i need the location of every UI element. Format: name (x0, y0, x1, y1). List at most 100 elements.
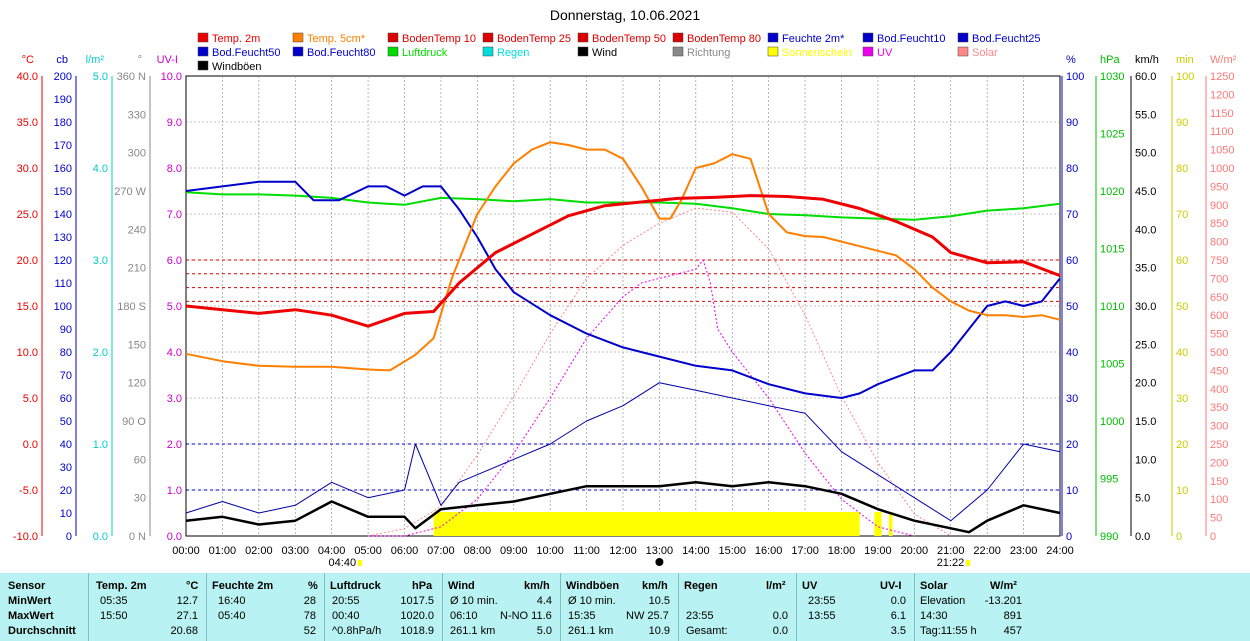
uv-unit: UV-I (157, 54, 178, 66)
uv-tick-label: 8.0 (167, 163, 182, 175)
legend-label: BodenTemp 25 (497, 33, 571, 45)
uv-tick-label: 9.0 (167, 117, 182, 129)
summary-uv: 3.5 (890, 625, 906, 637)
x-tick-label: 17:00 (791, 545, 819, 557)
min-tick-label: 50 (1176, 301, 1188, 313)
uv-tick-label: 7.0 (167, 209, 182, 221)
min-tick-label: 20 (1176, 439, 1188, 451)
legend-label: BodenTemp 10 (402, 33, 476, 45)
min-tick-label: 90 (1176, 117, 1188, 129)
solar-unit: W/m² (1210, 54, 1237, 66)
hpa-tick-label: 1025 (1100, 129, 1124, 141)
summary-uv-time: 13:55 (808, 610, 836, 622)
legend-label: Feuchte 2m* (782, 33, 845, 45)
wind-line (185, 481, 1061, 534)
temp-tick-label: -5.0 (19, 485, 38, 497)
summary-uv: 6.1 (890, 610, 906, 622)
legend-label: Bod.Feucht10 (877, 33, 946, 45)
summary-gust: 10.9 (648, 625, 670, 637)
kmh-tick-label: 45.0 (1135, 186, 1156, 198)
summary-solar-lbl: Elevation (920, 595, 966, 607)
x-tick-label: 06:00 (391, 545, 419, 557)
dir-tick-label: 360 N (117, 71, 146, 83)
temp-tick-label: 35.0 (17, 117, 38, 129)
temp-tick-label: 0.0 (23, 439, 38, 451)
cb-tick-label: 0 (66, 531, 72, 543)
cb-tick-label: 80 (60, 347, 72, 359)
legend-label: Windböen (212, 61, 262, 73)
temp-tick-label: 20.0 (17, 255, 38, 267)
legend-swatch (482, 32, 494, 43)
temp5cm-line (185, 141, 1061, 372)
hdr-press-unit: hPa (412, 580, 433, 592)
sunrise-label: 04:40 (329, 557, 357, 569)
cb-tick-label: 110 (54, 278, 72, 290)
cb-tick-label: 60 (60, 393, 72, 405)
sunshine-bar (888, 512, 893, 536)
solar-line (368, 207, 952, 537)
dir-tick-label: 300 (128, 148, 146, 160)
summary-press: 1018.9 (400, 625, 434, 637)
legend-swatch (577, 32, 589, 43)
summary-wind-dir: N-NO 11.6 (500, 610, 552, 622)
rain-unit: l/m² (86, 54, 105, 66)
pct-tick-label: 50 (1066, 301, 1078, 313)
rain-tick-label: 4.0 (93, 163, 108, 175)
solar-tick-label: 800 (1210, 237, 1228, 249)
x-tick-label: 01:00 (209, 545, 237, 557)
x-tick-label: 19:00 (864, 545, 892, 557)
x-tick-label: 23:00 (1010, 545, 1038, 557)
min-tick-label: 60 (1176, 255, 1188, 267)
x-tick-label: 15:00 (718, 545, 746, 557)
x-axis: 00:00 01:00 02:00 03:00 04:00 05:00 06:00 07:00… (172, 545, 1074, 569)
uv-tick-label: 5.0 (167, 301, 182, 313)
solar-tick-label: 850 (1210, 218, 1228, 230)
kmh-tick-label: 25.0 (1135, 339, 1156, 351)
summary-rain-lbl: Gesamt: (686, 625, 728, 637)
cb-tick-label: 40 (60, 439, 72, 451)
hpa-tick-label: 1020 (1100, 186, 1124, 198)
hdr-rain: Regen (684, 580, 718, 592)
x-tick-label: 24:00 (1046, 545, 1074, 557)
uv-tick-label: 1.0 (167, 485, 182, 497)
cb-tick-label: 160 (54, 163, 72, 175)
kmh-tick-label: 30.0 (1135, 301, 1156, 313)
solar-tick-label: 900 (1210, 200, 1228, 212)
legend-swatch (672, 46, 684, 57)
cb-tick-label: 130 (54, 232, 72, 244)
cb-tick-label: 90 (60, 324, 72, 336)
legend-label: Bod.Feucht80 (307, 47, 376, 59)
cb-tick-label: 20 (60, 485, 72, 497)
summary-wind: 4.4 (536, 595, 552, 607)
hdr-press: Luftdruck (330, 580, 381, 592)
hdr-uv-unit: UV-I (880, 580, 902, 592)
legend-label: Richtung (687, 47, 730, 59)
legend-swatch (957, 32, 969, 43)
summary-hum: 28 (303, 595, 316, 607)
hpa-tick-label: 990 (1100, 531, 1118, 543)
legend-label: Regen (497, 47, 529, 59)
solar-tick-label: 600 (1210, 310, 1228, 322)
sunset-marker (966, 560, 971, 566)
hpa-tick-label: 995 (1100, 474, 1118, 486)
x-tick-label: 04:00 (318, 545, 346, 557)
pct-tick-label: 40 (1066, 347, 1078, 359)
x-tick-label: 22:00 (973, 545, 1001, 557)
min-tick-label: 40 (1176, 347, 1188, 359)
pct-tick-label: 0 (1066, 531, 1072, 543)
legend-label: Bod.Feucht50 (212, 47, 281, 59)
temp-tick-label: 5.0 (23, 393, 38, 405)
solar-tick-label: 350 (1210, 402, 1228, 414)
hdr-wind-unit: km/h (524, 580, 550, 592)
chart-title: Donnerstag, 10.06.2021 (550, 7, 700, 23)
legend-swatch (672, 32, 684, 43)
dir-tick-label: 60 (134, 454, 146, 466)
x-tick-label: 09:00 (500, 545, 528, 557)
uv-tick-label: 10.0 (161, 71, 182, 83)
kmh-tick-label: 20.0 (1135, 378, 1156, 390)
x-tick-label: 07:00 (427, 545, 455, 557)
legend-swatch (197, 32, 209, 43)
summary-solar-lbl: Tag:11:55 h (920, 625, 977, 637)
summary-temp-time: 05:35 (100, 595, 128, 607)
summary-label: Durchschnitt (8, 625, 76, 637)
